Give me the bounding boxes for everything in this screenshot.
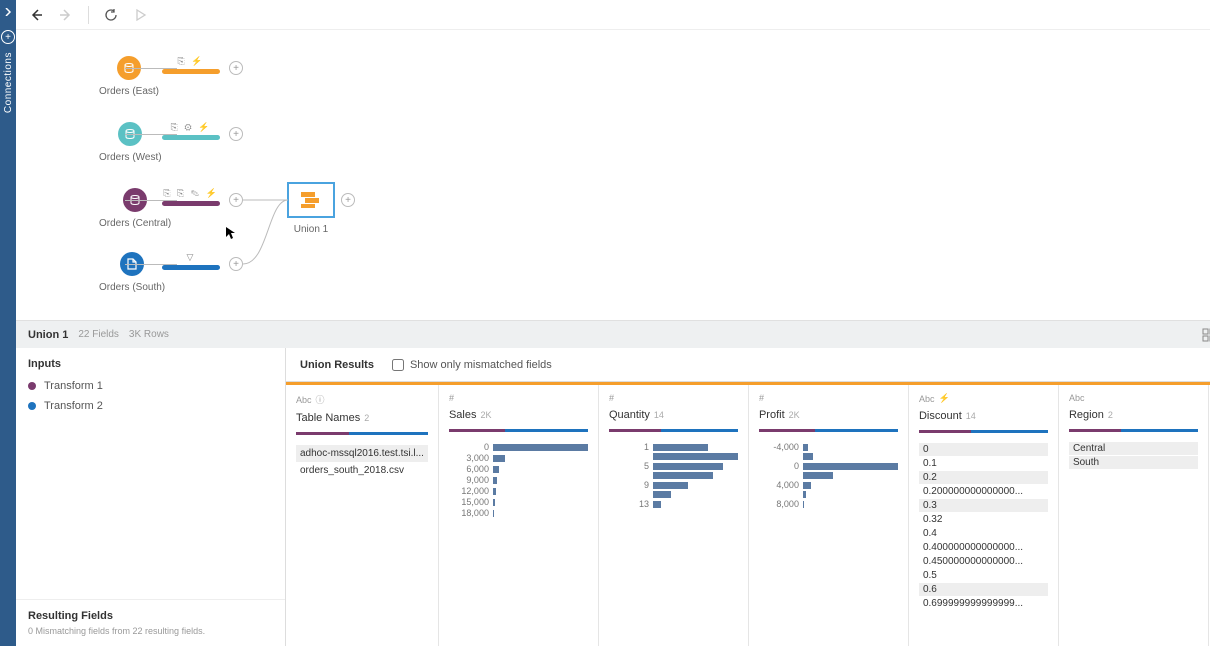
inputs-panel: Inputs Transform 1Transform 2 Resulting …	[16, 348, 286, 646]
transform-step[interactable]: ▽	[162, 252, 220, 270]
rail-toggle[interactable]	[0, 4, 16, 20]
add-step-button[interactable]: +	[229, 193, 243, 207]
profile-card[interactable]: Abc ⚡Discount1400.10.20.200000000000000.…	[909, 385, 1059, 646]
connections-rail: + Connections	[0, 0, 16, 646]
add-connection-button[interactable]: +	[1, 30, 15, 44]
profile-card[interactable]: #Profit2K-4,00004,0008,000	[749, 385, 909, 646]
results-panel: Union Results Show only mismatched field…	[286, 348, 1210, 646]
toolbar-divider	[88, 6, 89, 24]
forward-button[interactable]	[58, 7, 74, 23]
input-item[interactable]: Transform 2	[16, 396, 285, 416]
cursor-icon	[225, 226, 237, 240]
transform-step[interactable]: ⎘ ⚡	[162, 56, 220, 74]
inputs-title: Inputs	[16, 348, 285, 376]
add-step-button[interactable]: +	[229, 257, 243, 271]
add-step-button[interactable]: +	[229, 61, 243, 75]
mismatched-checkbox[interactable]: Show only mismatched fields	[392, 359, 552, 371]
add-step-button[interactable]: +	[341, 193, 355, 207]
rail-label: Connections	[3, 52, 14, 113]
input-item[interactable]: Transform 1	[16, 376, 285, 396]
run-button[interactable]	[133, 7, 149, 23]
flow-node-south[interactable]: Orders (South)	[99, 252, 165, 293]
flow-node-west[interactable]: Orders (West)	[99, 122, 162, 163]
add-step-button[interactable]: +	[229, 127, 243, 141]
resulting-fields: Resulting Fields 0 Mismatching fields fr…	[16, 599, 285, 646]
toolbar	[16, 0, 1210, 30]
flow-node-central[interactable]: Orders (Central)	[99, 188, 171, 229]
profile-card[interactable]: AbcRegion2CentralSouth	[1059, 385, 1209, 646]
transform-step[interactable]: ⎘ ⎘ ✎ ⚡	[162, 188, 220, 206]
grid-view-icon[interactable]	[1201, 327, 1210, 343]
results-title: Union Results	[300, 359, 374, 371]
profile-card[interactable]: Abc ⓘTable Names2adhoc-mssql2016.test.ts…	[286, 385, 439, 646]
flow-node-east[interactable]: Orders (East)	[99, 56, 159, 97]
refresh-button[interactable]	[103, 7, 119, 23]
profile-card[interactable]: #Quantity1415913	[599, 385, 749, 646]
row-count: 3K Rows	[129, 329, 169, 340]
back-button[interactable]	[28, 7, 44, 23]
info-bar: Union 1 22 Fields 3K Rows Search	[16, 320, 1210, 348]
selected-node-name: Union 1	[28, 329, 68, 341]
transform-step[interactable]: ⎘ ⚙ ⚡	[162, 122, 220, 140]
profile-card[interactable]: #Sales2K03,0006,0009,00012,00015,00018,0…	[439, 385, 599, 646]
flow-canvas[interactable]: Orders (East) Orders (West) Orders (Centra…	[16, 30, 1210, 320]
field-count: 22 Fields	[78, 329, 119, 340]
